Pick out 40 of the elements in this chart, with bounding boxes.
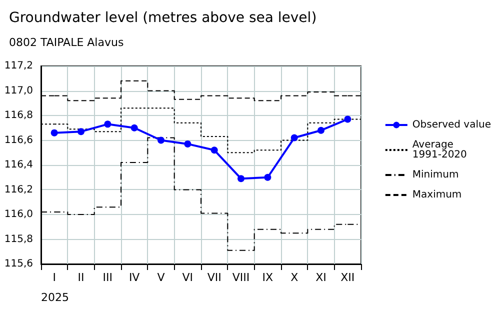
legend-label: Minimum (412, 170, 459, 180)
x-tick-label: X (290, 271, 299, 284)
x-tick-label: VII (207, 271, 222, 284)
x-tick-label: VI (182, 271, 194, 284)
x-tick-label: XI (316, 271, 326, 284)
point (344, 116, 352, 123)
y-tick-label: 117,0 (4, 85, 33, 96)
x-tick-label: V (157, 271, 166, 284)
x-tick-label: II (78, 271, 84, 284)
y-tick-label: 115,6 (4, 258, 33, 270)
x-tick-label: XII (340, 271, 355, 284)
point (130, 124, 138, 132)
point (318, 126, 324, 134)
y-tick-label: 116,4 (4, 160, 33, 170)
x-tick-label: IX (262, 271, 274, 284)
point (104, 120, 112, 128)
point (210, 146, 218, 154)
x-tick-label: IV (128, 271, 140, 284)
y-tick-label: 116,0 (4, 209, 33, 220)
point (50, 129, 58, 136)
y-tick-label: 116,6 (4, 134, 33, 146)
y-tick-label: 117,2 (4, 60, 33, 72)
chart-title: Groundwater level (metres above sea level) (9, 10, 317, 26)
point (264, 174, 272, 181)
x-tick-label: I (52, 271, 56, 284)
x-axis-title: 2025 (41, 291, 69, 304)
point (184, 140, 192, 148)
y-tick-label: 115,8 (4, 234, 33, 245)
point (78, 128, 84, 136)
point (238, 175, 244, 182)
chart-subtitle: 0802 TAIPALE Alavus (9, 36, 124, 49)
y-tick-label: 116,2 (4, 184, 33, 196)
point (290, 134, 298, 142)
legend-label: Observed value (412, 120, 492, 130)
x-tick-label: III (102, 271, 113, 284)
x-tick-label: VIII (232, 271, 250, 284)
legend-label: Average 1991-2020 (412, 140, 467, 160)
y-tick-label: 116,8 (4, 110, 33, 121)
point (158, 136, 164, 144)
legend-label: Maximum (412, 190, 462, 200)
